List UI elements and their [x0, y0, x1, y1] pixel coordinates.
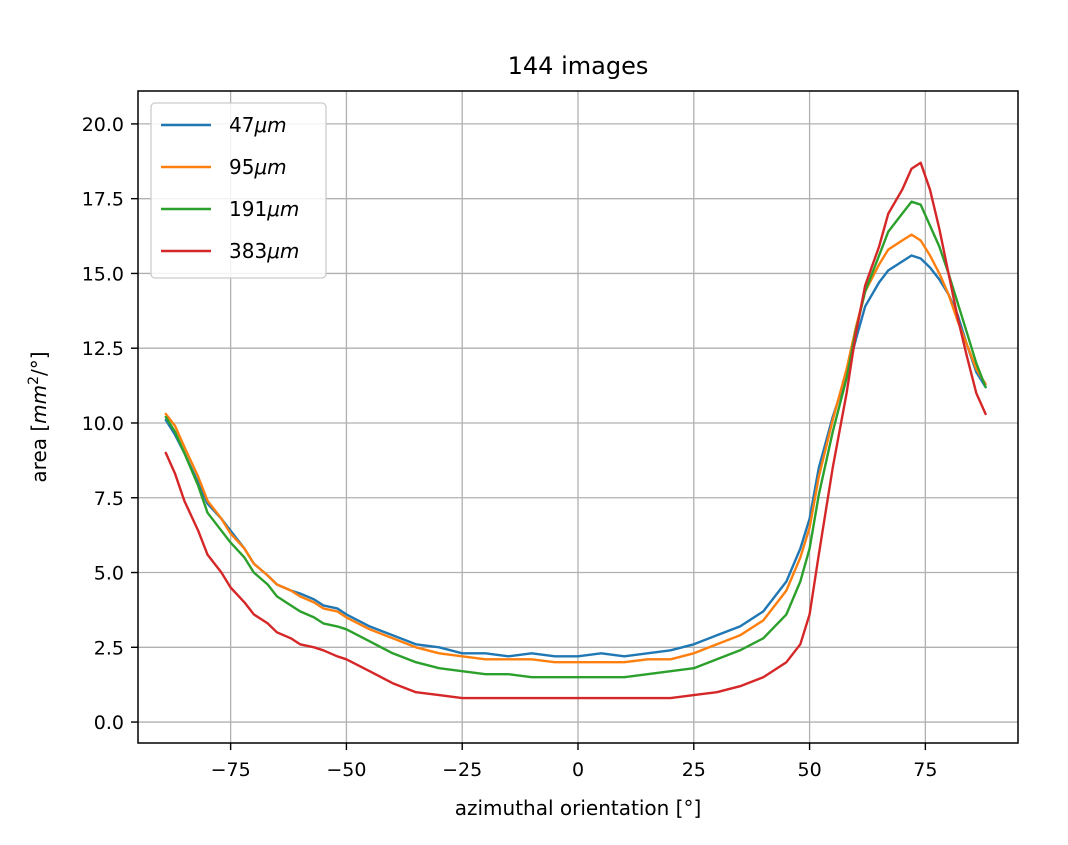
y-axis-label-suffix: /°]: [27, 351, 51, 376]
legend-label: 191μm: [229, 197, 299, 221]
series-line-191: [164, 200, 987, 679]
legend-label: 95μm: [229, 155, 287, 179]
x-tick-label: 25: [682, 759, 706, 781]
y-axis-label-prefix: area [: [27, 424, 51, 483]
legend-box: [150, 102, 327, 279]
series-line-383: [164, 161, 987, 700]
y-tick-label: 10.0: [82, 413, 124, 435]
series-line-95: [164, 233, 987, 664]
x-tick-label: 50: [797, 759, 821, 781]
x-tick-label: −75: [211, 759, 251, 781]
y-axis-label: area [mm2/°]: [26, 351, 51, 482]
y-axis-label-base: mm: [27, 385, 51, 424]
legend-label: 383μm: [229, 239, 299, 263]
legend-label: 47μm: [229, 113, 287, 137]
legend: 47μm 95μm 191μm 383μm: [150, 102, 327, 279]
x-tick-label: 0: [572, 759, 584, 781]
x-tick-label: −50: [326, 759, 366, 781]
y-tick-label: 17.5: [82, 189, 124, 211]
y-tick-label: 20.0: [82, 114, 124, 136]
y-axis-label-sup: 2: [26, 376, 42, 385]
y-tick-label: 0.0: [94, 712, 124, 734]
x-tick-label: 75: [913, 759, 937, 781]
series-lines: [164, 161, 987, 700]
x-tick-label: −25: [442, 759, 482, 781]
grid: [138, 91, 1018, 743]
x-axis-label: azimuthal orientation [°]: [455, 796, 702, 820]
chart-title: 144 images: [508, 52, 649, 80]
y-tick-label: 12.5: [82, 338, 124, 360]
y-tick-label: 2.5: [94, 637, 124, 659]
y-tick-label: 7.5: [94, 488, 124, 510]
y-tick-label: 5.0: [94, 563, 124, 585]
ticks: −75 −50 −25 0 25 50 75 0.0 2.5 5.0 7.5 10.0 12.5 15.0…: [82, 114, 938, 781]
y-tick-label: 15.0: [82, 263, 124, 285]
